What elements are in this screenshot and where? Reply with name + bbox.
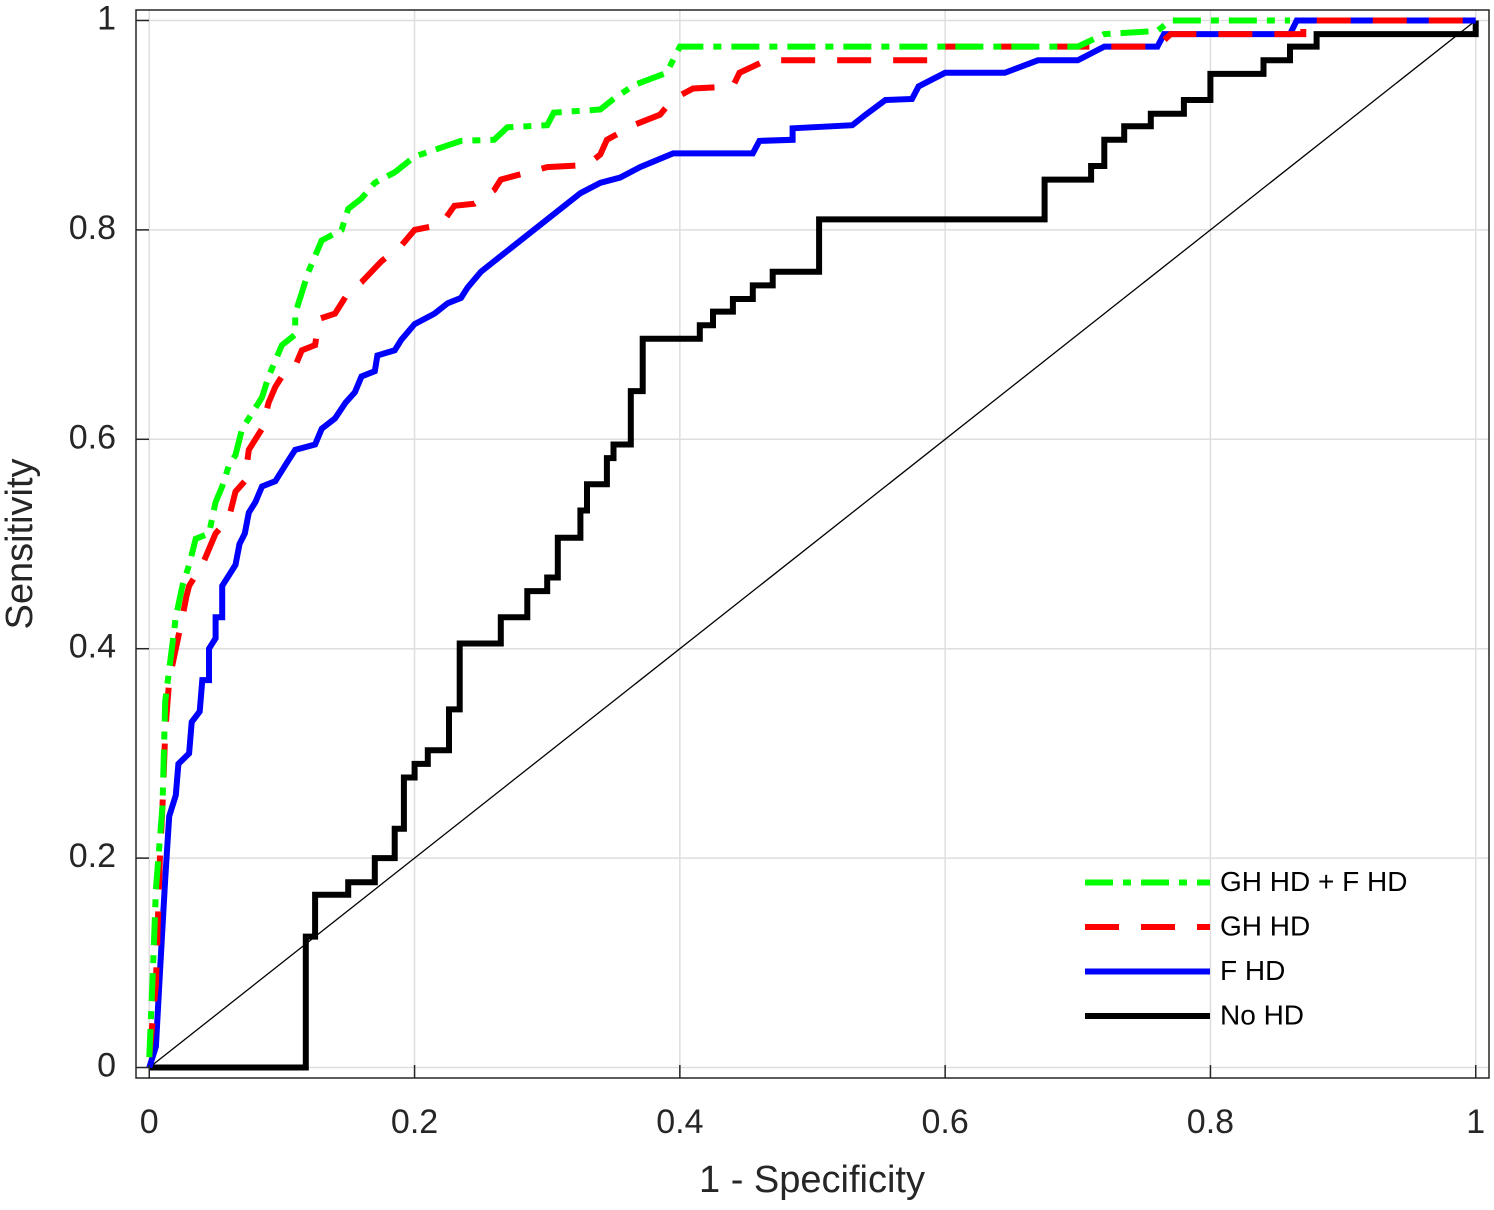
x-tick-label: 0.6 xyxy=(922,1103,969,1141)
legend-label: No HD xyxy=(1220,999,1304,1030)
x-axis-label: 1 - Specificity xyxy=(699,1159,925,1201)
y-tick-label: 0.4 xyxy=(69,628,116,666)
legend-label: F HD xyxy=(1220,955,1285,986)
roc-line xyxy=(146,17,1476,1069)
roc-line xyxy=(148,19,1477,1069)
x-tick-label: 0.8 xyxy=(1187,1103,1234,1141)
grid xyxy=(136,10,1489,1078)
roc-line xyxy=(149,20,1479,1071)
y-tick-label: 0.8 xyxy=(69,209,116,247)
x-tick-label: 0 xyxy=(140,1103,159,1141)
roc-line xyxy=(146,17,1290,1058)
x-tick-label: 0.4 xyxy=(656,1103,703,1141)
axes-box xyxy=(135,9,1490,1079)
roc-line xyxy=(146,17,1476,1058)
y-tick-label: 0 xyxy=(97,1047,116,1085)
x-tick-label: 1 xyxy=(1466,1103,1485,1141)
x-tick-label: 0.2 xyxy=(391,1103,438,1141)
y-tick-label: 0.2 xyxy=(69,837,116,875)
legend: GH HD + F HD GH HD F HD No HD xyxy=(1085,866,1407,1030)
legend-label: GH HD + F HD xyxy=(1220,866,1407,897)
legend-label: GH HD xyxy=(1220,910,1310,941)
y-axis-label: Sensitivity xyxy=(0,458,41,629)
y-tick-label: 0.6 xyxy=(69,418,116,456)
lines xyxy=(146,17,1479,1071)
y-tick-label: 1 xyxy=(97,0,116,37)
